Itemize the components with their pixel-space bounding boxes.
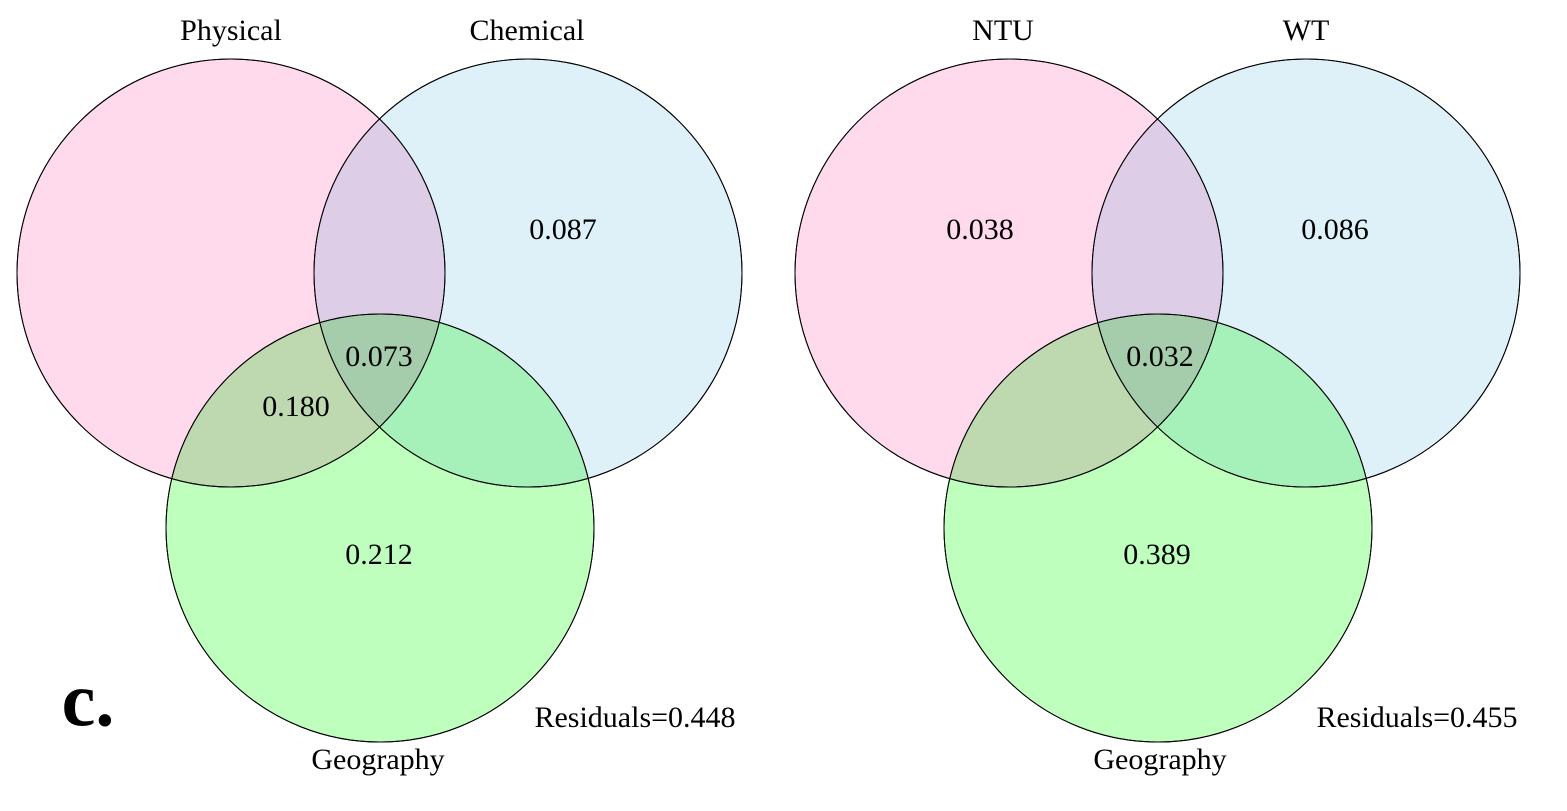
venn-right: NTU WT Geography 0.038 0.086 0.032 0.389… [794,14,1521,776]
set-label: Chemical [470,14,585,47]
circle-outline [1091,58,1521,488]
region-value: 0.086 [1301,213,1369,246]
circle-outline [943,313,1373,743]
region-value: 0.087 [529,213,597,246]
region-value: 0.032 [1126,340,1194,373]
set-label: NTU [972,14,1034,47]
region-value: 0.038 [946,213,1014,246]
set-label: Geography [311,743,444,776]
circle-outline [313,58,743,488]
panel-label: c. [62,658,115,742]
residuals: Residuals=0.448 [534,701,735,734]
circle-outline [794,58,1224,488]
set-label: Physical [180,14,282,47]
residuals: Residuals=0.455 [1316,701,1517,734]
region-value: 0.212 [345,538,413,571]
set-label: Geography [1093,743,1226,776]
circle-outline [165,313,595,743]
set-circle [943,313,1373,743]
circle-outline [16,58,446,488]
region-value: 0.389 [1123,538,1191,571]
set-label: WT [1283,14,1330,47]
region-value: 0.073 [345,340,413,373]
region-value: 0.180 [262,390,330,423]
venn-left: Physical Chemical Geography 0.087 0.073 … [16,14,743,776]
set-circle [165,313,595,743]
